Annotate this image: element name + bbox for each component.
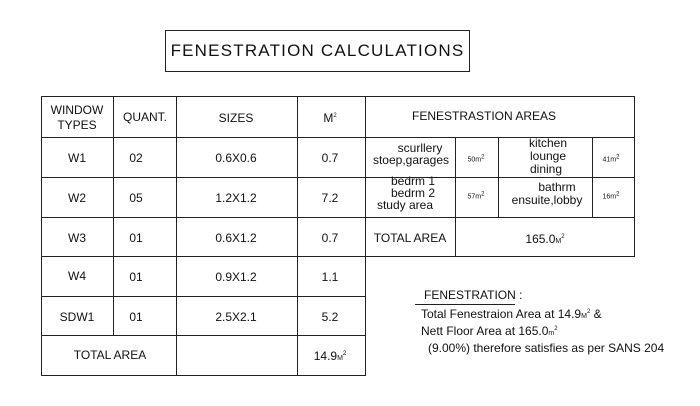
total-area-value: 14.9M2 — [313, 349, 347, 363]
area-name: stoep,garages — [372, 153, 450, 167]
cell-type: W3 — [68, 231, 86, 245]
area-name: dining — [529, 162, 563, 176]
table-rule — [455, 137, 456, 217]
table-rule — [365, 256, 635, 257]
areas-total-label: TOTAL AREA — [373, 231, 447, 245]
header-types: TYPES — [57, 118, 97, 132]
cell-quant: 05 — [129, 191, 143, 205]
header-sizes: SIZES — [218, 111, 254, 125]
table-rule — [41, 296, 365, 297]
cell-type: W2 — [68, 191, 86, 205]
area-value: 41m2 — [602, 154, 620, 164]
cell-type: W4 — [68, 269, 86, 283]
cell-quant: 01 — [129, 231, 143, 245]
notes-line-3: (9.00%) therefore satisfies as per SANS … — [428, 341, 665, 355]
table-rule — [498, 137, 499, 217]
area-name: study area — [376, 198, 434, 212]
page-title: FENESTRATION CALCULATIONS — [165, 30, 470, 72]
cell-area: 1.1 — [321, 270, 339, 284]
header-window: WINDOW — [50, 103, 104, 117]
header-quant: QUANT. — [122, 110, 168, 124]
cell-size: 0.6X1.2 — [215, 231, 257, 245]
cell-quant: 01 — [129, 310, 143, 324]
cell-area: 7.2 — [321, 191, 339, 205]
areas-header: FENESTRASTION AREAS — [411, 109, 557, 123]
table-rule — [41, 375, 365, 376]
area-name: kitchen — [528, 136, 568, 150]
notes-line-2: Nett Floor Area at 165.0m2 — [421, 324, 558, 338]
table-rule — [634, 96, 635, 257]
cell-area: 0.7 — [321, 231, 339, 245]
table-rule — [41, 217, 365, 218]
table-rule — [176, 96, 177, 376]
cell-size: 1.2X1.2 — [215, 191, 257, 205]
notes-underline — [415, 304, 515, 305]
table-rule — [455, 217, 456, 257]
area-name: bedrm 2 — [390, 186, 436, 200]
cell-quant: 02 — [129, 151, 143, 165]
table-rule — [297, 96, 298, 376]
table-rule — [365, 217, 635, 218]
table-rule — [41, 256, 365, 257]
area-name: bedrm 1 — [390, 174, 436, 188]
table-rule — [365, 177, 635, 178]
area-name: bathrm — [538, 180, 576, 194]
table-rule — [41, 177, 365, 178]
cell-area: 0.7 — [321, 151, 339, 165]
table-rule — [113, 96, 114, 336]
table-rule — [41, 96, 42, 376]
notes-line-1: Total Fenestraion Area at 14.9M2 & — [421, 307, 602, 321]
area-name: scurllery — [397, 141, 443, 155]
cell-type: SDW1 — [59, 310, 95, 324]
areas-total-value: 165.0M2 — [525, 232, 565, 246]
cell-type: W1 — [68, 151, 86, 165]
cell-size: 0.6X0.6 — [215, 151, 257, 165]
total-area-label: TOTAL AREA — [73, 348, 147, 362]
area-value: 57m2 — [467, 191, 485, 201]
area-value: 16m2 — [602, 191, 620, 201]
cell-quant: 01 — [129, 270, 143, 284]
area-name: ensuite,lobby — [511, 193, 583, 207]
table-rule — [365, 137, 635, 138]
cell-area: 5.2 — [321, 310, 339, 324]
header-m2: M2 — [323, 111, 337, 125]
table-rule — [41, 335, 365, 336]
area-name: lounge — [529, 149, 567, 163]
table-rule — [41, 137, 365, 138]
table-rule — [365, 96, 635, 97]
table-rule — [592, 137, 593, 217]
table-rule — [41, 96, 365, 97]
table-rule — [365, 96, 366, 376]
area-value: 50m2 — [467, 154, 485, 164]
cell-size: 0.9X1.2 — [215, 270, 257, 284]
cell-size: 2.5X2.1 — [215, 310, 257, 324]
notes-heading: FENESTRATION : — [424, 288, 523, 302]
